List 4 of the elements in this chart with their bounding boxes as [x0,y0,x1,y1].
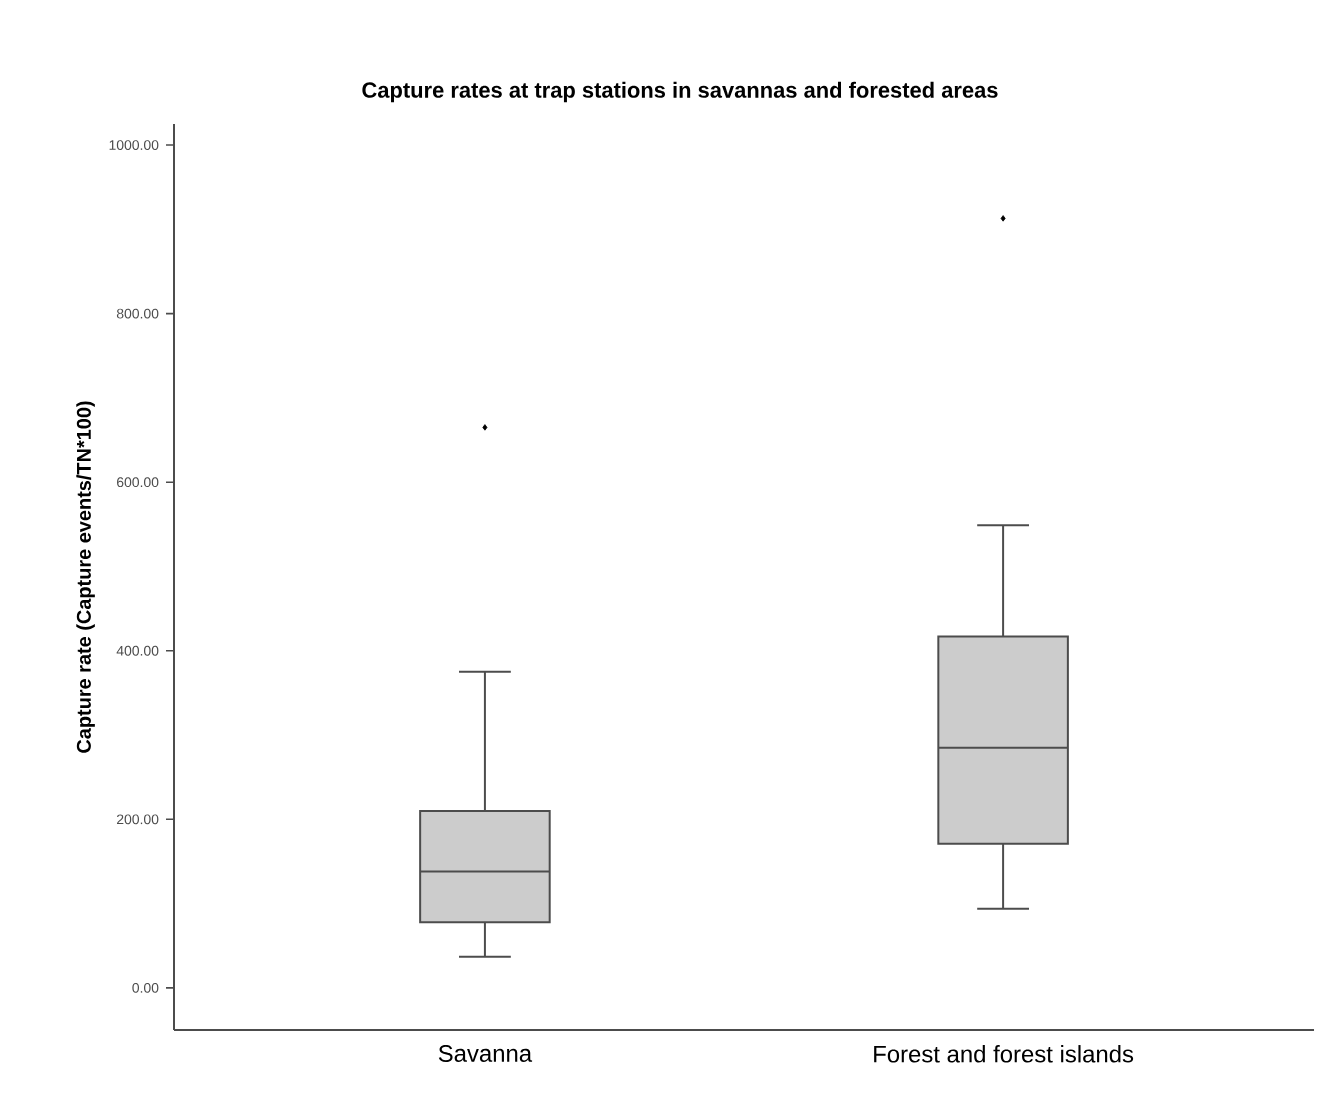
y-axis-title: Capture rate (Capture events/TN*100) [76,401,95,753]
x-tick-label: Forest and forest islands [874,1045,1134,1063]
chart-title: Capture rates at trap stations in savannas and forested areas [362,81,998,103]
x-tick-label: Savanna [438,1045,533,1062]
